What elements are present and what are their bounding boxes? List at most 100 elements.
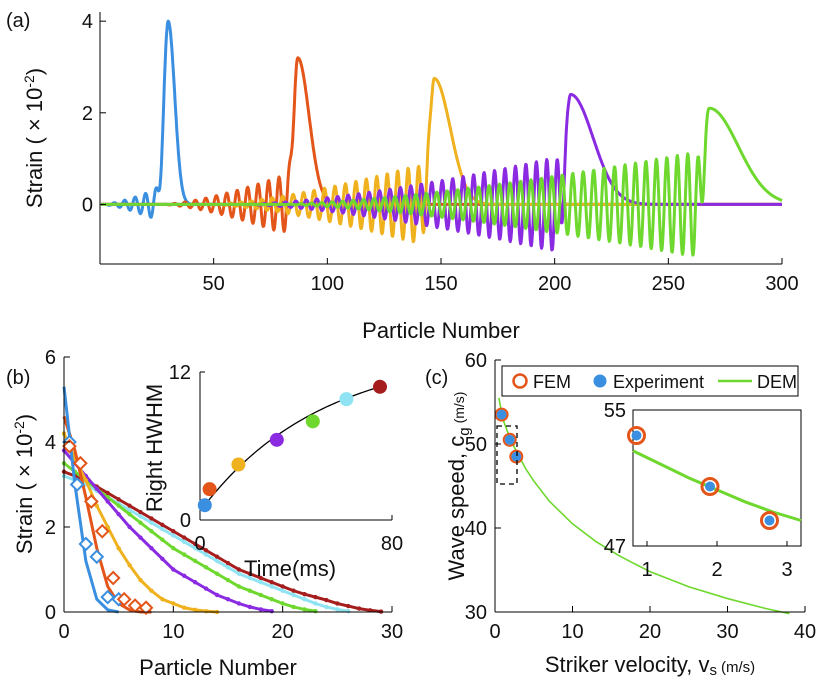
panel-b-point	[280, 584, 285, 589]
panel-a-xtick-label: 300	[765, 273, 798, 295]
panel-b-point	[313, 601, 318, 606]
panel-b-diamond-marker	[62, 438, 77, 454]
panel-b-chart: 0 10 20 30 0 2 4 6 Particle Number Strain ( × 1…	[11, 347, 403, 680]
panel-b-inset-point	[202, 482, 217, 497]
panel-b-point	[291, 592, 296, 598]
panel-b-inset-point	[269, 432, 284, 447]
panel-c-ytick-label: 30	[465, 602, 487, 624]
panel-c-chart: 0 10 20 30 40 30 40 50 60 FEM Experiment DEM Str…	[444, 350, 816, 679]
panel-b-point	[225, 560, 231, 566]
panel-b-point	[138, 514, 143, 519]
panel-b-point	[105, 499, 110, 504]
panel-b-point	[182, 605, 187, 610]
panel-b-point	[138, 535, 143, 540]
panel-c-xtick-label: 20	[639, 621, 661, 643]
panel-c-ytick-label: 40	[465, 518, 487, 540]
panel-b-point	[193, 607, 198, 613]
panel-b-point	[127, 507, 132, 513]
panel-b-point	[149, 529, 154, 534]
panel-b-inset-point	[231, 457, 246, 472]
panel-b-point	[214, 592, 220, 598]
panel-c-series-group	[494, 397, 790, 615]
panel-b-point	[171, 567, 176, 572]
legend-marker-fem	[512, 373, 528, 389]
panel-b-point	[269, 608, 274, 614]
panel-b-point	[214, 558, 220, 564]
panel-label-a: (a)	[6, 10, 30, 32]
legend-marker-experiment	[593, 374, 607, 388]
panel-b-point	[324, 597, 329, 603]
panel-b-xtick-label: 20	[272, 621, 294, 643]
panel-a-chart: 50 100 150 200 250 300 0 2 4 Particle Number Str…	[21, 11, 799, 343]
panel-b-ylabel-exp: -2	[11, 421, 27, 434]
panel-b-diamond-marker	[100, 589, 116, 605]
panel-c-xtick-label: 0	[489, 621, 500, 643]
panel-b-inset-xtick-label: 0	[194, 533, 205, 555]
panel-c-inset-fem-point	[760, 511, 779, 530]
panel-a-xtick-label: 200	[538, 273, 571, 295]
panel-b-point	[171, 601, 176, 606]
panel-b-point	[247, 571, 253, 576]
panel-b-point	[335, 607, 340, 612]
panel-b-point	[258, 607, 263, 612]
panel-b-point	[258, 580, 263, 585]
panel-c-fem-point	[494, 407, 509, 422]
panel-b-point	[171, 529, 176, 534]
panel-b-point	[302, 591, 307, 597]
panel-b-point	[105, 524, 110, 530]
panel-a-ylabel: Strain ( × 10-2)	[21, 68, 47, 208]
panel-a-ylabel-exp: -2	[21, 75, 37, 88]
panel-b-point	[182, 573, 187, 579]
panel-b-point	[346, 603, 351, 609]
panel-b-point	[193, 558, 198, 564]
panel-a-series-group	[100, 19, 783, 257]
panel-b-point	[171, 546, 176, 551]
panel-c-inset-xtick-label: 1	[641, 559, 652, 581]
panel-b-point	[193, 580, 198, 585]
panel-c-inset-fem-point	[700, 477, 720, 496]
panel-b-ytick-label: 2	[45, 517, 56, 539]
panel-b-point	[182, 535, 187, 540]
panel-b-point	[116, 512, 121, 517]
panel-b-ylabel: Strain ( × 10-2)	[11, 414, 37, 554]
panel-c-ylabel-sub: g	[456, 427, 473, 435]
panel-c-experiment-point	[496, 409, 507, 420]
panel-b-point	[203, 608, 209, 614]
panel-b-point	[346, 608, 351, 614]
panel-c-inset-experiment-point	[764, 515, 775, 526]
panel-a-ylabel-end: )	[22, 68, 47, 75]
panel-b-point	[302, 607, 307, 612]
panel-c-ytick-label: 50	[465, 434, 487, 456]
panel-b-point	[236, 584, 242, 589]
panel-b-inset-xlabel: Time(ms)	[244, 556, 336, 581]
panel-b-point	[313, 594, 318, 600]
panel-b-point	[193, 546, 198, 551]
panel-c-inset-xtick-label: 3	[781, 559, 792, 581]
panel-label-c: (c)	[425, 367, 448, 389]
panel-b-diamond-marker	[116, 591, 132, 607]
panel-b-point	[138, 577, 143, 583]
panel-b-inset-content: 0 80 0 12	[169, 362, 403, 555]
panel-b-point	[324, 604, 329, 610]
panel-b-point	[138, 509, 143, 515]
panel-b-series-group	[61, 386, 384, 615]
panel-b-ticks: 0 10 20 30 0 2 4 6	[45, 347, 403, 643]
panel-b-point	[149, 516, 154, 521]
panel-a-xtick-label: 50	[203, 273, 225, 295]
panel-b-diamond-marker	[83, 494, 99, 509]
panel-b-point	[160, 537, 165, 542]
panel-b-point	[203, 586, 209, 591]
panel-a-xlabel: Particle Number	[362, 318, 520, 343]
legend-label-experiment: Experiment	[613, 372, 704, 392]
panel-a-series-5	[100, 106, 783, 257]
panel-b-point	[225, 597, 231, 602]
panel-c-inset-content: 1 2 3 47 55	[604, 400, 802, 581]
panel-a-ticks: 50 100 150 200 250 300 0 2 4	[82, 11, 799, 295]
panel-c-experiment-point	[504, 434, 515, 445]
panel-b-ytick-label: 6	[45, 347, 56, 369]
panel-b-point	[302, 597, 307, 602]
panel-b-inset-point	[305, 414, 320, 429]
panel-b-diamond-marker	[72, 455, 88, 471]
panel-b-xtick-label: 30	[381, 621, 403, 643]
panel-b-ylabel-end: )	[12, 414, 37, 421]
